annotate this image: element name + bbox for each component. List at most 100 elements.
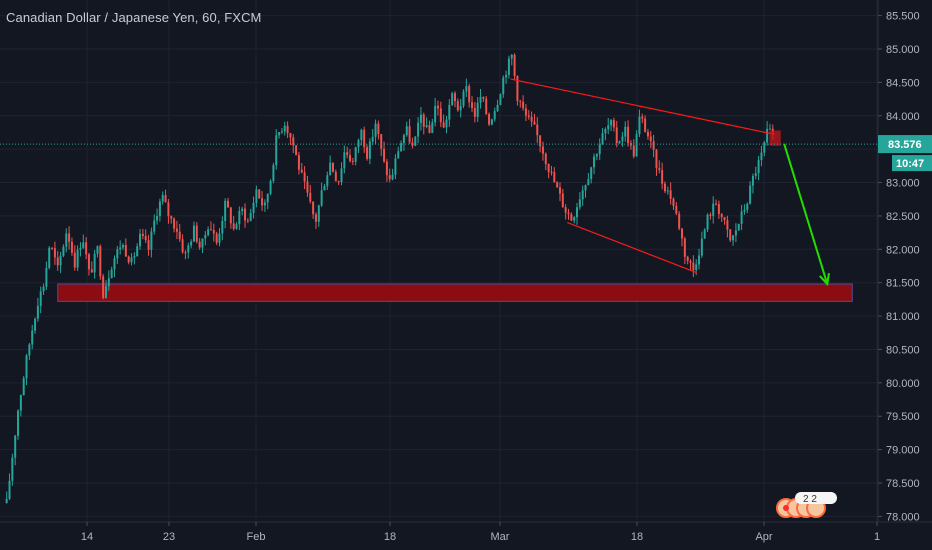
candle-body	[601, 133, 604, 145]
candle-body	[675, 206, 678, 214]
candle-body	[641, 116, 644, 119]
candle-body	[116, 249, 119, 259]
candle-body	[252, 202, 255, 213]
candle-body	[638, 116, 641, 135]
y-tick-label: 85.500	[886, 11, 920, 23]
support-zone-layer	[57, 283, 853, 302]
candle-body	[266, 193, 269, 203]
candle-body	[314, 214, 317, 222]
candle-body	[36, 305, 39, 319]
y-tick-label: 84.500	[886, 77, 920, 89]
candle-body	[570, 214, 573, 221]
candle-body	[544, 153, 547, 165]
x-tick-label: Mar	[491, 531, 510, 543]
support-zone[interactable]	[57, 283, 853, 302]
candle-body	[445, 119, 448, 128]
upper-trendline[interactable]	[510, 78, 776, 136]
candle-body	[471, 102, 474, 109]
candle-body	[627, 126, 630, 144]
candle-body	[402, 135, 405, 144]
candle-body	[749, 185, 752, 204]
candle-body	[405, 126, 408, 136]
y-tick-label: 79.500	[886, 411, 920, 423]
candle-body	[371, 136, 374, 142]
candle-body	[524, 108, 527, 116]
candle-body	[278, 132, 281, 136]
candle-body	[201, 238, 204, 248]
candle-body	[326, 175, 329, 187]
candle-body	[720, 214, 723, 218]
time-axis[interactable]: 14 23 Feb 18 Mar 18 Apr 1	[81, 522, 880, 543]
candle-body	[17, 410, 20, 436]
candle-body	[195, 225, 198, 242]
candle-body	[139, 233, 142, 247]
candle-body	[331, 162, 334, 172]
candle-body	[519, 100, 522, 102]
candle-body	[22, 378, 25, 396]
candle-body	[530, 116, 533, 122]
candle-body	[42, 286, 45, 292]
candle-body	[25, 355, 28, 379]
candle-body	[541, 146, 544, 154]
candle-body	[587, 179, 590, 186]
x-tick-label: Feb	[247, 531, 266, 543]
lower-trendline[interactable]	[567, 222, 697, 274]
grid-vertical	[86, 0, 878, 522]
candle-body	[360, 129, 363, 141]
candle-body	[436, 105, 439, 109]
candle-body	[76, 249, 79, 268]
candle-body	[283, 125, 286, 132]
candle-body	[723, 217, 726, 221]
marker-box[interactable]	[769, 130, 781, 146]
candle-body	[187, 245, 190, 253]
candle-body	[11, 457, 14, 481]
candle-body	[235, 224, 238, 229]
candle-body	[51, 247, 54, 249]
candle-body	[178, 231, 181, 240]
candle-body	[122, 245, 125, 248]
candle-body	[726, 220, 729, 230]
candle-body	[482, 96, 485, 99]
candle-body	[368, 141, 371, 159]
candle-body	[763, 142, 766, 153]
candle-body	[686, 256, 689, 261]
candle-body	[249, 212, 252, 221]
y-tick-label: 80.000	[886, 378, 920, 390]
candle-body	[590, 167, 593, 180]
candle-body	[102, 276, 105, 298]
candle-body	[227, 200, 229, 208]
candle-body	[649, 136, 652, 142]
candle-body	[479, 96, 482, 103]
candles-layer	[5, 53, 774, 504]
candle-body	[343, 152, 346, 169]
candle-body	[768, 128, 771, 130]
candle-body	[99, 246, 102, 277]
candle-body	[303, 172, 306, 182]
candle-body	[533, 121, 536, 125]
candle-body	[695, 264, 698, 271]
price-axis[interactable]: 78.000 78.500 79.000 79.500 80.000 80.500 81.0…	[878, 11, 920, 524]
candle-body	[743, 210, 746, 212]
chart-title: Canadian Dollar / Japanese Yen, 60, FXCM	[6, 10, 262, 25]
candle-body	[204, 235, 207, 239]
events-badge[interactable]: 2 2	[775, 492, 837, 522]
candle-body	[31, 330, 34, 345]
candle-body	[119, 247, 122, 250]
candle-body	[414, 136, 417, 146]
candle-body	[175, 228, 178, 232]
candle-body	[320, 190, 323, 206]
candle-body	[740, 211, 743, 224]
candle-body	[411, 142, 414, 146]
forecast-arrow[interactable]	[783, 143, 829, 285]
candle-body	[295, 145, 298, 156]
candle-body	[110, 269, 113, 279]
candle-body	[62, 246, 65, 256]
candle-body	[493, 111, 496, 120]
candle-body	[757, 160, 760, 174]
candle-body	[385, 161, 388, 176]
candle-body	[161, 195, 164, 202]
x-tick-label: 18	[631, 531, 643, 543]
candle-body	[598, 144, 601, 155]
candle-body	[104, 286, 107, 298]
